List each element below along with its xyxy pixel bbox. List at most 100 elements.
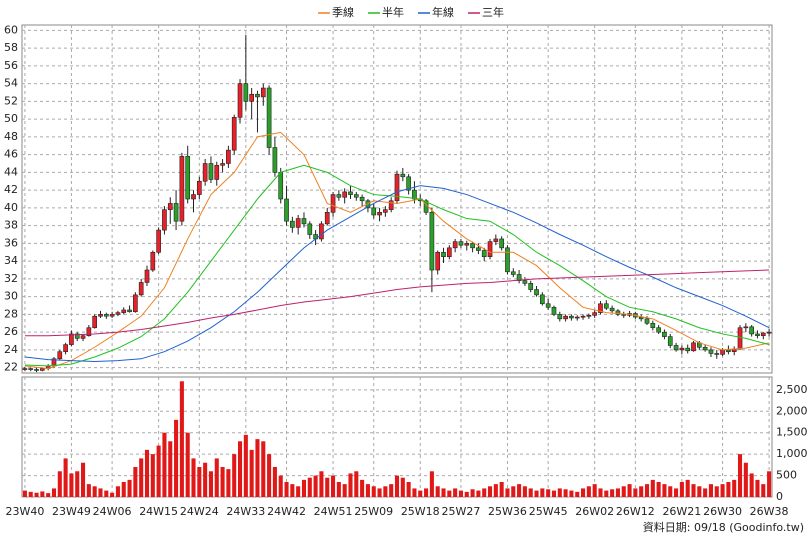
volume-bar — [133, 467, 138, 497]
candle-body — [534, 289, 539, 296]
volume-bar — [656, 482, 661, 497]
volume-bar — [534, 490, 539, 497]
volume-bar — [546, 489, 551, 497]
candle-body — [243, 83, 249, 102]
volume-bar — [307, 477, 312, 497]
volume-bar — [412, 488, 417, 497]
candle-body — [80, 335, 86, 339]
y-tick-label: 58 — [4, 41, 18, 54]
x-tick-label: 23W40 — [5, 505, 44, 518]
volume-bar — [28, 491, 33, 497]
candle-body — [69, 333, 74, 345]
x-tick-label: 26W30 — [703, 505, 742, 518]
candle-body — [284, 198, 289, 222]
volume-bar — [743, 462, 748, 497]
candle-body — [28, 368, 34, 370]
volume-bar — [493, 484, 498, 497]
x-tick-label: 26W38 — [750, 505, 789, 518]
candle-body — [557, 314, 563, 320]
candle-body — [603, 303, 609, 309]
volume-bar — [377, 488, 382, 497]
candle-body — [255, 93, 260, 98]
candle-body — [510, 271, 516, 275]
candle-body — [377, 212, 382, 216]
candle-body — [592, 312, 598, 316]
volume-bar — [22, 490, 27, 497]
candle-body — [109, 314, 115, 317]
candle-body — [458, 241, 464, 246]
candle-body — [301, 218, 307, 225]
volume-bar — [319, 471, 324, 497]
volume-bar — [255, 439, 260, 497]
volume-bar — [86, 484, 91, 497]
volume-bar — [424, 488, 429, 497]
candle-body — [760, 332, 766, 337]
volume-bar — [34, 492, 39, 497]
candle-body — [22, 368, 28, 370]
volume-tick-label: 1,500 — [776, 426, 808, 439]
volume-bar — [604, 490, 609, 497]
candle-body — [551, 307, 557, 315]
candle-body — [231, 117, 237, 151]
candle-body — [324, 212, 330, 225]
volume-bar — [243, 434, 248, 497]
y-tick-label: 22 — [4, 361, 18, 374]
volume-bar — [639, 486, 644, 497]
volume-bar — [517, 484, 522, 497]
x-tick-label: 25W27 — [442, 505, 481, 518]
candle-body — [121, 309, 127, 313]
volume-bar — [615, 488, 620, 497]
volume-bar — [592, 484, 597, 497]
volume-bar — [174, 419, 179, 497]
y-tick-label: 44 — [4, 165, 18, 178]
candle-body — [540, 294, 545, 305]
candle-body — [74, 333, 80, 339]
candle-body — [499, 238, 504, 249]
volume-bar — [162, 432, 167, 497]
volume-bar — [697, 486, 702, 497]
volume-bar — [110, 492, 115, 497]
volume-bar — [528, 488, 533, 497]
volume-bar — [499, 482, 504, 497]
y-tick-label: 24 — [4, 343, 18, 356]
volume-bar — [232, 454, 237, 497]
volume-bar — [63, 458, 68, 497]
ma-line — [24, 164, 770, 367]
y-tick-label: 30 — [4, 290, 18, 303]
volume-bar — [633, 488, 638, 497]
candle-body — [679, 347, 685, 351]
candle-body — [412, 189, 417, 200]
volume-bar — [208, 471, 213, 497]
volume-bar — [313, 475, 318, 497]
volume-bar — [482, 488, 487, 497]
x-tick-label: 24W33 — [226, 505, 265, 518]
candle-body — [435, 251, 441, 271]
volume-bar — [749, 473, 754, 497]
volume-bar — [464, 491, 469, 497]
volume-bar — [674, 488, 679, 497]
volume-bar — [278, 475, 283, 497]
volume-tick-label: 0 — [776, 490, 783, 503]
volume-bar — [447, 490, 452, 497]
candle-body — [737, 327, 743, 350]
volume-bar — [57, 471, 62, 497]
candle-body — [505, 247, 510, 273]
candle-body — [580, 315, 586, 318]
volume-bar — [563, 489, 568, 497]
volume-bar — [586, 486, 591, 497]
candle-body — [295, 218, 301, 228]
volume-bar — [168, 441, 173, 497]
y-tick-label: 32 — [4, 272, 18, 285]
volume-bar — [237, 441, 243, 497]
volume-bar — [522, 486, 527, 497]
volume-tick-label: 500 — [776, 469, 797, 482]
candle-body — [383, 209, 388, 213]
candle-body — [563, 315, 568, 320]
candle-body — [685, 347, 691, 352]
volume-bar — [214, 458, 219, 497]
candle-body — [278, 172, 284, 200]
volume-bar — [726, 482, 731, 497]
volume-bar — [400, 477, 405, 497]
volume-bar — [179, 381, 184, 497]
volume-bar — [267, 454, 272, 497]
